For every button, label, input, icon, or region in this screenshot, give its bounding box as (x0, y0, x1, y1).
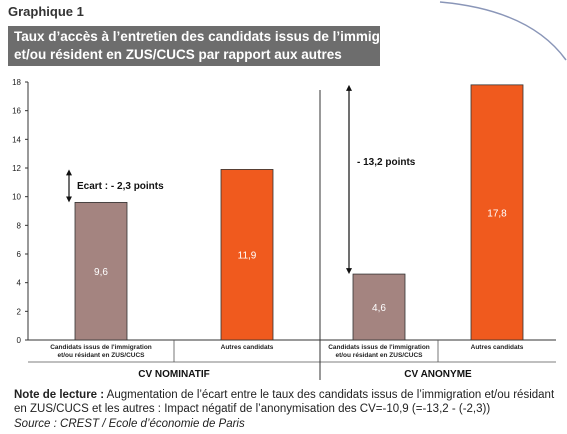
bar-value-label: 9,6 (94, 267, 108, 278)
bar (352, 273, 406, 341)
chart-title: Taux d’accès à l’entretien des candidats… (8, 26, 418, 66)
category-label: Autres candidats (471, 344, 524, 351)
gap-label: - 13,2 points (357, 157, 416, 168)
gap-label: Ecart : - 2,3 points (77, 181, 164, 192)
y-tick-label: 12 (12, 164, 21, 173)
reading-note-text: Augmentation de l’écart entre le taux de… (14, 389, 555, 415)
bar-chart: 0 2 4 6 8 10 12 14 16 18 9,6 Candidats issus de l'i… (12, 78, 556, 380)
y-tick-label: 8 (17, 221, 22, 230)
category-label: Candidats issus de l'immigration (328, 344, 430, 351)
reading-note: Note de lecture : Augmentation de l’écar… (14, 388, 559, 416)
y-tick-label: 0 (17, 336, 22, 345)
group-label: CV NOMINATIF (138, 369, 209, 380)
category-label: et/ou résidant en ZUS/CUCS (335, 352, 423, 359)
category-label: Candidats issus de l'immigration (50, 344, 152, 351)
bar (74, 201, 128, 341)
bar-value-label: 4,6 (372, 303, 386, 314)
category-label: et/ou résidant en ZUS/CUCS (57, 352, 145, 359)
bar-value-label: 17,8 (487, 208, 507, 219)
chart-title-line1: Taux d’accès à l’entretien des candidats… (14, 29, 418, 44)
chart-title-line2: et/ou résident en ZUS/CUCS par rapport a… (14, 47, 342, 62)
y-tick-label: 4 (17, 279, 22, 288)
bar (470, 84, 524, 341)
y-tick-label: 14 (12, 135, 21, 144)
bar (220, 169, 274, 341)
reading-note-label: Note de lecture : (14, 389, 105, 401)
y-tick-label: 18 (12, 78, 21, 87)
bar-value-label: 11,9 (238, 251, 257, 262)
category-label: Autres candidats (221, 344, 274, 351)
y-tick-label: 10 (12, 193, 21, 202)
source-note: Source : CREST / Ecole d’économie de Par… (14, 418, 245, 430)
y-tick-label: 16 (12, 107, 21, 116)
y-tick-label: 6 (17, 250, 22, 259)
decorative-curve (439, 1, 567, 61)
graph-label: Graphique 1 (8, 4, 84, 19)
y-tick-label: 2 (17, 307, 22, 316)
group-label: CV ANONYME (404, 369, 472, 380)
